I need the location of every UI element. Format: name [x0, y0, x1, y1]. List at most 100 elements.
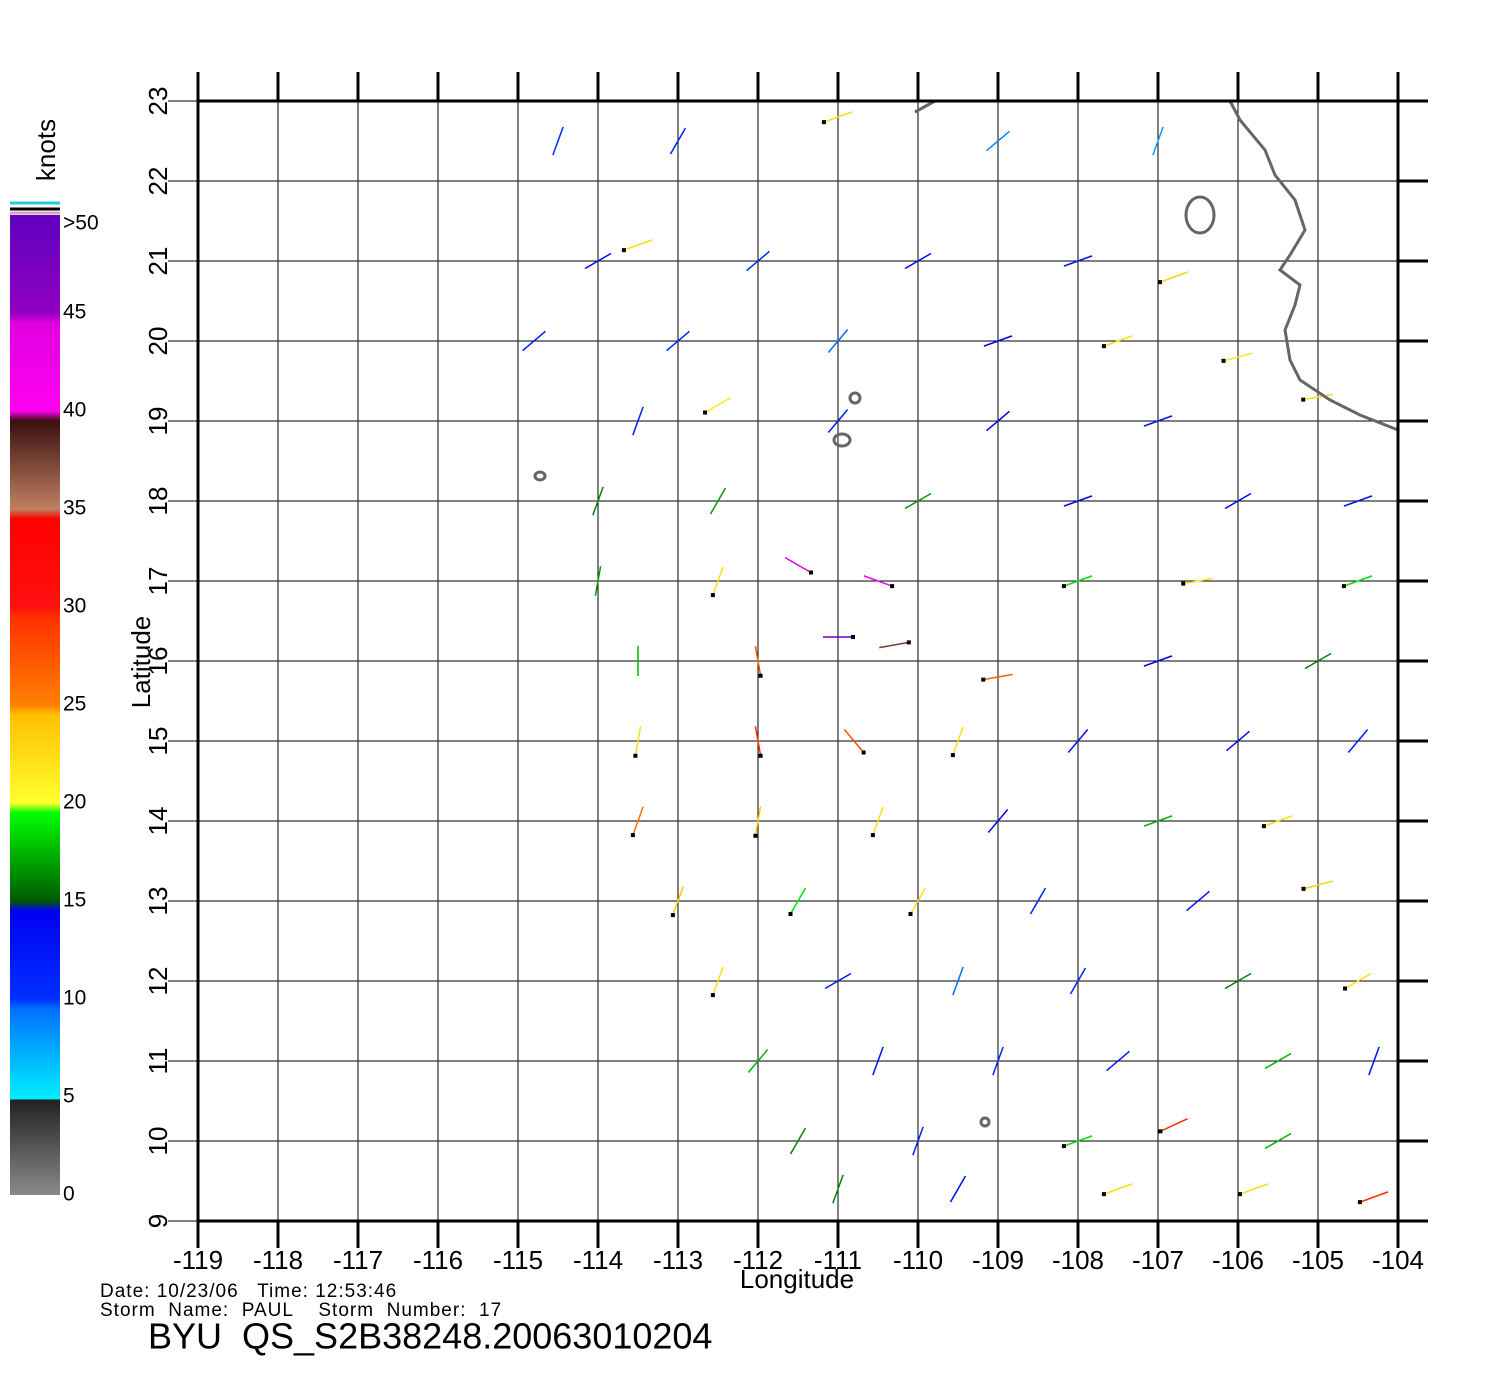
x-tick-label: -107 [1132, 1245, 1184, 1275]
wind-flag [1221, 358, 1226, 363]
wind-flag [808, 570, 813, 575]
wind-flag [1157, 280, 1162, 285]
colorbar-tick-label: 20 [63, 791, 86, 814]
coast [1228, 100, 1399, 432]
colorbar-tick-label: 15 [63, 889, 86, 912]
colorbar-tick-label: >50 [63, 212, 99, 235]
wind-vector [992, 1046, 1004, 1076]
wind-flag [1181, 581, 1186, 586]
y-tick-label: 14 [143, 807, 173, 836]
y-tick-label: 16 [143, 647, 173, 676]
file-name: BYU QS_S2B38248.20063010204 [148, 1316, 712, 1357]
wind-vector [987, 809, 1009, 833]
wind-flag [788, 911, 793, 916]
wind-flag [758, 673, 763, 678]
wind-vector [1103, 335, 1133, 347]
wind-vector [832, 1174, 844, 1204]
wind-flag [981, 677, 986, 682]
wind-vector [1143, 655, 1173, 667]
wind-vector [1063, 495, 1093, 507]
wind-vector [747, 1049, 769, 1073]
wind-flag [1061, 1144, 1066, 1149]
y-tick-label: 20 [143, 327, 173, 356]
coast [914, 99, 936, 114]
wind-vector [1303, 880, 1333, 890]
wind-flag [1261, 824, 1266, 829]
wind-vector [952, 726, 964, 756]
wind-vector [904, 252, 932, 270]
wind-vector [1264, 1132, 1292, 1150]
wind-vector [1224, 972, 1252, 990]
x-axis-label: Longitude [740, 1264, 854, 1294]
wind-flag [630, 833, 635, 838]
wind-vector [1067, 729, 1089, 753]
wind-flag [621, 248, 626, 253]
storm-line: Storm Name: PAUL Storm Number: 17 [100, 1300, 502, 1321]
wind-vector [843, 729, 865, 753]
colorbar-tick-label: 0 [63, 1183, 75, 1206]
wind-vector [1029, 887, 1047, 915]
wind-vector [634, 726, 642, 756]
wind-vector [909, 887, 927, 915]
wind-vector [1304, 652, 1332, 670]
wind-vector [827, 329, 849, 353]
x-tick-label: -110 [893, 1245, 943, 1275]
wind-vector [1343, 495, 1373, 507]
wind-flag [1301, 397, 1306, 402]
wind-flag [950, 753, 955, 758]
wind-flag [670, 913, 675, 918]
island [848, 391, 862, 405]
wind-flag [1301, 886, 1306, 891]
wind-flag [1101, 1192, 1106, 1197]
wind-flag [1343, 986, 1348, 991]
wind-vector [1223, 352, 1253, 362]
wind-vector [912, 1126, 924, 1156]
x-tick-label: -114 [573, 1245, 623, 1275]
wind-vector [904, 492, 932, 510]
wind-vector [1368, 1046, 1380, 1076]
wind-vector [712, 966, 724, 996]
wind-vector [1347, 729, 1369, 753]
wind-flag [710, 993, 715, 998]
colorbar [10, 215, 60, 1195]
wind-flag [1101, 344, 1106, 349]
wind-vector [983, 335, 1013, 347]
wind-flag [851, 635, 855, 639]
wind-vector [709, 487, 727, 515]
wind-flag [821, 120, 826, 125]
wind-vector [1263, 815, 1293, 827]
wind-vector [1143, 815, 1173, 827]
wind-vector [1344, 972, 1372, 990]
wind-vector [1103, 1183, 1133, 1195]
wind-vector [879, 641, 909, 649]
wind-flag [1158, 1129, 1163, 1134]
wind-flag [870, 833, 875, 838]
wind-vector [669, 127, 687, 155]
wind-vector [986, 130, 1010, 152]
y-tick-label: 10 [143, 1127, 173, 1156]
wind-vector [863, 575, 893, 587]
x-tick-label: -106 [1212, 1245, 1264, 1275]
x-tick-label: -118 [253, 1245, 303, 1275]
wind-flag [890, 584, 895, 589]
wind-vector [522, 330, 546, 352]
colorbar-tick-label: 40 [63, 399, 86, 422]
x-tick-label: -111 [814, 1245, 862, 1275]
wind-flag [861, 750, 866, 755]
x-tick-label: -116 [413, 1245, 463, 1275]
wind-vector [754, 646, 762, 676]
wind-vector [872, 806, 884, 836]
x-tick-label: -109 [972, 1245, 1024, 1275]
wind-flag [703, 410, 708, 415]
colorbar-tick-label: 25 [63, 693, 86, 716]
wind-vector [552, 126, 564, 156]
wind-vector [754, 806, 762, 836]
wind-vector [952, 966, 964, 996]
colorbar-tick-label: 45 [63, 301, 86, 324]
wind-vector [784, 556, 812, 574]
y-tick-label: 21 [143, 247, 173, 276]
wind-vector [1106, 1050, 1130, 1072]
wind-vector [872, 1046, 884, 1076]
